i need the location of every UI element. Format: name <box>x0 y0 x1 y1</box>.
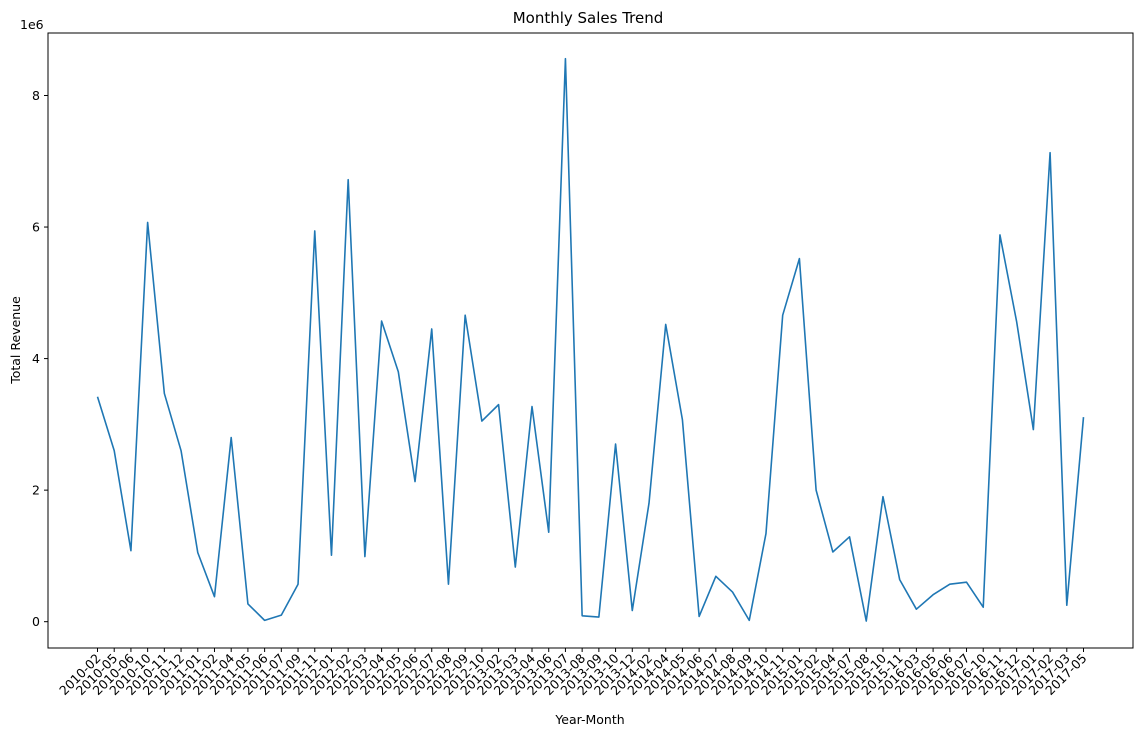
y-tick-label: 8 <box>32 88 40 103</box>
x-axis: 2010-022010-052010-062010-102010-112010-… <box>56 648 1090 698</box>
y-axis-label: Total Revenue <box>8 296 23 385</box>
plot-area-frame <box>47 32 1134 649</box>
y-tick-label: 0 <box>32 614 40 629</box>
y-tick-label: 6 <box>32 220 40 235</box>
x-axis-label: Year-Month <box>554 712 624 727</box>
revenue-series-line <box>96 57 1085 622</box>
y-tick-label: 2 <box>32 483 40 498</box>
y-axis: 0 2 4 6 8 <box>32 88 48 629</box>
chart-title: Monthly Sales Trend <box>513 9 664 27</box>
y-axis-offset-text: 1e6 <box>20 17 44 32</box>
y-tick-label: 4 <box>32 351 40 366</box>
